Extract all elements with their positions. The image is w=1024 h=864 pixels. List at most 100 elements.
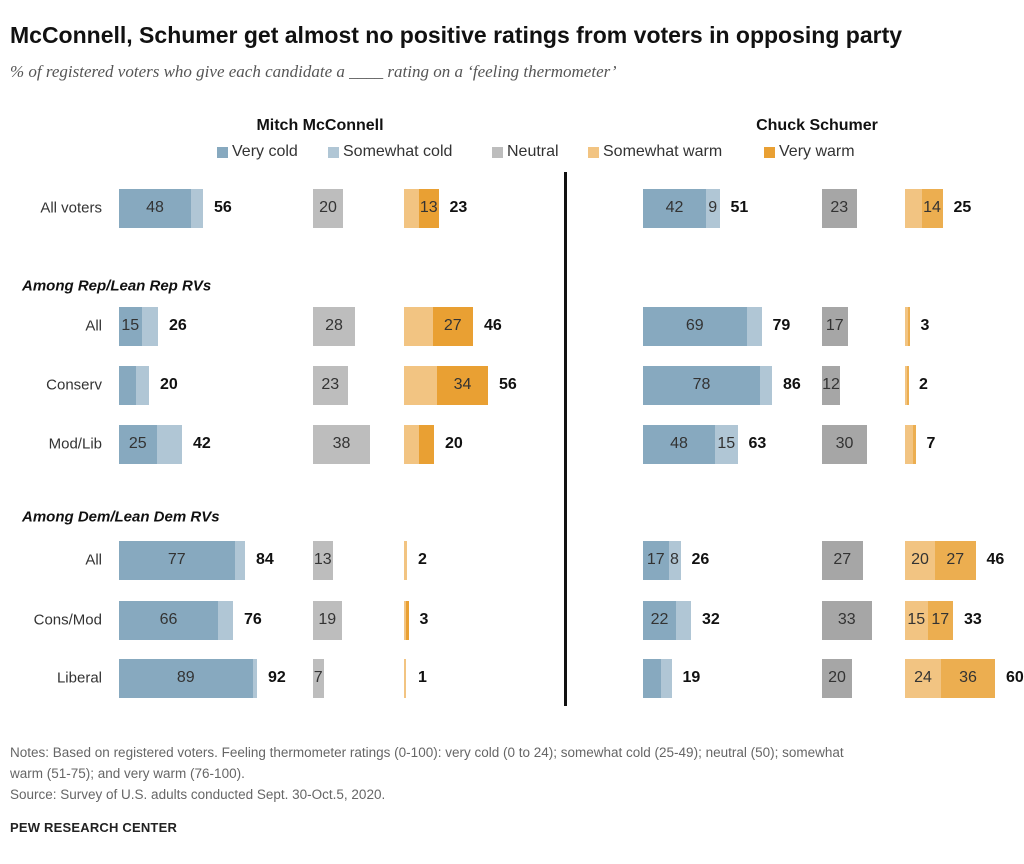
- schumer-very-warm-bar: 36: [941, 658, 995, 698]
- mcconnell-very-cold-bar: 48: [119, 188, 191, 228]
- legend-very-cold: Very cold: [217, 143, 298, 161]
- schumer-warm-total-label: 25: [953, 199, 972, 216]
- mcconnell-somewhat-warm-bar: [404, 658, 406, 698]
- schumer-cold-total-label: 32: [702, 611, 720, 628]
- schumer-warm-total-label: 46: [986, 551, 1005, 568]
- schumer-warm-total-label: 3: [920, 317, 930, 334]
- mcconnell-somewhat-cold-bar: [234, 540, 245, 580]
- schumer-neutral-bar: 23: [822, 188, 857, 228]
- schumer-very-warm-bar: 14: [921, 188, 943, 228]
- mcconnell-warm-total-label: 20: [445, 435, 463, 452]
- row-label: All: [85, 551, 102, 569]
- mcconnell-very-cold-bar: 25: [119, 424, 157, 464]
- legend-swatch: [217, 146, 228, 158]
- mcconnell-somewhat-warm-bar: [404, 306, 433, 346]
- section-heading-rep: Among Rep/Lean Rep RVs: [22, 277, 212, 295]
- mcconnell-cold-total-label: 42: [193, 435, 211, 452]
- schumer-neutral-bar: 30: [822, 424, 867, 464]
- schumer-very-cold-bar: 78: [643, 365, 760, 405]
- schumer-somewhat-cold-bar: [746, 306, 762, 346]
- schumer-very-warm-bar: [906, 365, 909, 405]
- mcconnell-cold-total-label: 26: [169, 317, 187, 334]
- mcconnell-very-warm-bar: 34: [437, 365, 488, 405]
- notes: Notes: Based on registered voters. Feeli…: [10, 742, 1010, 805]
- schumer-somewhat-cold-bar: 15: [715, 424, 738, 464]
- schumer-very-warm-bar: 17: [927, 600, 953, 640]
- row-label: Liberal: [56, 669, 102, 687]
- schumer-neutral-bar: 12: [822, 365, 840, 405]
- mcconnell-somewhat-warm-bar: [404, 424, 419, 464]
- schumer-very-warm-bar: [908, 306, 910, 346]
- schumer-very-cold-bar: 69: [643, 306, 747, 346]
- mcconnell-cold-total-label: 76: [244, 611, 262, 628]
- mcconnell-warm-total-label: 1: [418, 669, 427, 686]
- legend-label: Somewhat warm: [603, 143, 723, 160]
- legend-swatch: [328, 146, 339, 158]
- schumer-cold-total-label: 51: [730, 199, 749, 216]
- row-label: All voters: [40, 199, 102, 217]
- mcconnell-very-warm-bar: 27: [432, 306, 473, 346]
- mcconnell-cold-total-label: 20: [160, 376, 178, 393]
- section-heading-dem: Among Dem/Lean Dem RVs: [22, 508, 220, 526]
- schumer-warm-total-label: 33: [964, 611, 982, 628]
- mcconnell-neutral-bar: 23: [313, 365, 348, 405]
- schumer-cold-total-label: 26: [691, 551, 710, 568]
- mcconnell-warm-total-label: 56: [499, 376, 517, 393]
- legend-label: Very cold: [232, 143, 298, 160]
- source-org: PEW RESEARCH CENTER: [10, 820, 178, 835]
- chart-title: McConnell, Schumer get almost no positiv…: [10, 22, 903, 48]
- schumer-very-warm-bar: 27: [935, 540, 976, 580]
- row-label: Cons/Mod: [33, 611, 102, 629]
- schumer-somewhat-cold-bar: [661, 658, 672, 698]
- mcconnell-very-cold-bar: 77: [119, 540, 235, 580]
- mcconnell-somewhat-warm-bar: [404, 600, 406, 640]
- notes-line: Notes: Based on registered voters. Feeli…: [10, 745, 844, 760]
- mcconnell-very-cold-bar: 15: [119, 306, 142, 346]
- mcconnell-very-cold-bar: 89: [119, 658, 253, 698]
- mcconnell-somewhat-cold-bar: [141, 306, 158, 346]
- schumer-very-cold-bar: 48: [643, 424, 715, 464]
- panel-title-schumer: Chuck Schumer: [756, 117, 878, 134]
- legend-label: Somewhat cold: [343, 143, 453, 160]
- mcconnell-warm-total-label: 3: [419, 611, 429, 628]
- schumer-cold-total-label: 86: [783, 376, 801, 393]
- schumer-neutral-bar: 27: [822, 540, 863, 580]
- schumer-somewhat-warm-bar: [905, 188, 922, 228]
- schumer-somewhat-warm-bar: 24: [905, 658, 941, 698]
- mcconnell-very-cold-bar: [119, 365, 136, 405]
- schumer-warm-total-label: 7: [926, 435, 936, 452]
- schumer-somewhat-cold-bar: 8: [668, 540, 681, 580]
- row-label: Conserv: [46, 376, 102, 394]
- row-label: Mod/Lib: [48, 435, 102, 453]
- mcconnell-neutral-bar: 7: [313, 658, 324, 698]
- panel-title-mcconnell: Mitch McConnell: [256, 117, 384, 134]
- mcconnell-somewhat-warm-bar: [404, 365, 437, 405]
- legend-label: Neutral: [507, 143, 559, 160]
- mcconnell-somewhat-cold-bar: [218, 600, 233, 640]
- schumer-very-warm-bar: [912, 424, 916, 464]
- schumer-warm-total-label: 2: [919, 376, 928, 393]
- mcconnell-cold-total-label: 56: [214, 199, 232, 216]
- mcconnell-somewhat-warm-bar: [404, 188, 419, 228]
- mcconnell-somewhat-cold-bar: [135, 365, 149, 405]
- schumer-very-cold-bar: [643, 658, 661, 698]
- schumer-somewhat-warm-bar: [905, 306, 908, 346]
- legend-somewhat-cold: Somewhat cold: [328, 143, 452, 161]
- mcconnell-cold-total-label: 84: [256, 551, 274, 568]
- schumer-somewhat-warm-bar: 20: [905, 540, 935, 580]
- schumer-very-cold-bar: 22: [643, 600, 676, 640]
- schumer-very-cold-bar: 17: [643, 540, 669, 580]
- schumer-somewhat-warm-bar: 15: [905, 600, 928, 640]
- mcconnell-very-warm-bar: [405, 600, 409, 640]
- schumer-somewhat-cold-bar: [676, 600, 691, 640]
- mcconnell-neutral-bar: 19: [313, 600, 342, 640]
- mcconnell-very-warm-bar: 13: [419, 188, 439, 228]
- mcconnell-somewhat-warm-bar: [404, 540, 407, 580]
- legend-swatch: [588, 146, 599, 158]
- mcconnell-warm-total-label: 2: [418, 551, 427, 568]
- schumer-somewhat-cold-bar: 9: [706, 188, 720, 228]
- mcconnell-somewhat-cold-bar: [252, 658, 257, 698]
- mcconnell-neutral-bar: 13: [313, 540, 333, 580]
- row-label: All: [85, 317, 102, 335]
